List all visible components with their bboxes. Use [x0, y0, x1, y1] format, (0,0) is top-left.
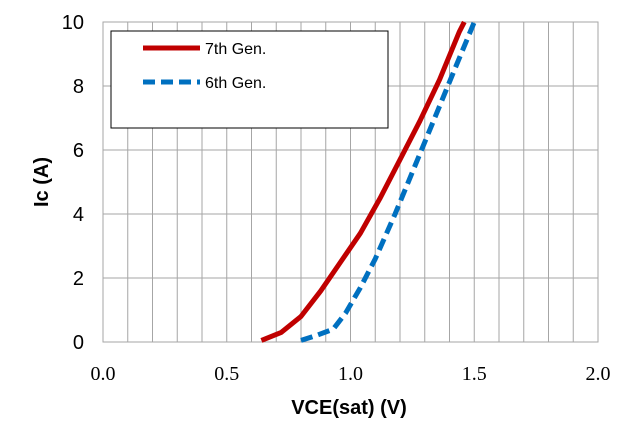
- series-line-6th-gen: [300, 21, 477, 343]
- tick-labels: 0 2 4 6 8 10 0.0 0.5 1.0 1.5 2.0: [62, 12, 611, 385]
- legend-label-7th-gen: 7th Gen.: [205, 41, 266, 58]
- series-layer: [260, 20, 477, 343]
- series-line-7th-gen: [260, 20, 467, 343]
- x-tick-label: 1.5: [462, 363, 487, 385]
- legend-label-6th-gen: 6th Gen.: [205, 75, 266, 92]
- y-tick-label: 10: [62, 12, 84, 34]
- y-tick-label: 6: [73, 140, 84, 162]
- x-tick-label: 0.0: [91, 363, 116, 385]
- legend: 7th Gen. 6th Gen.: [110, 30, 389, 129]
- plot-frame: [102, 21, 599, 343]
- y-tick-label: 8: [73, 76, 84, 98]
- x-tick-label: 2.0: [586, 363, 611, 385]
- y-tick-label: 2: [73, 268, 84, 290]
- x-axis-title: VCE(sat) (V): [291, 397, 407, 419]
- x-tick-label: 1.0: [338, 363, 363, 385]
- y-axis-title: Ic (A): [31, 157, 53, 207]
- x-tick-label: 0.5: [214, 363, 239, 385]
- y-tick-label: 0: [73, 332, 84, 354]
- y-tick-label: 4: [73, 204, 84, 226]
